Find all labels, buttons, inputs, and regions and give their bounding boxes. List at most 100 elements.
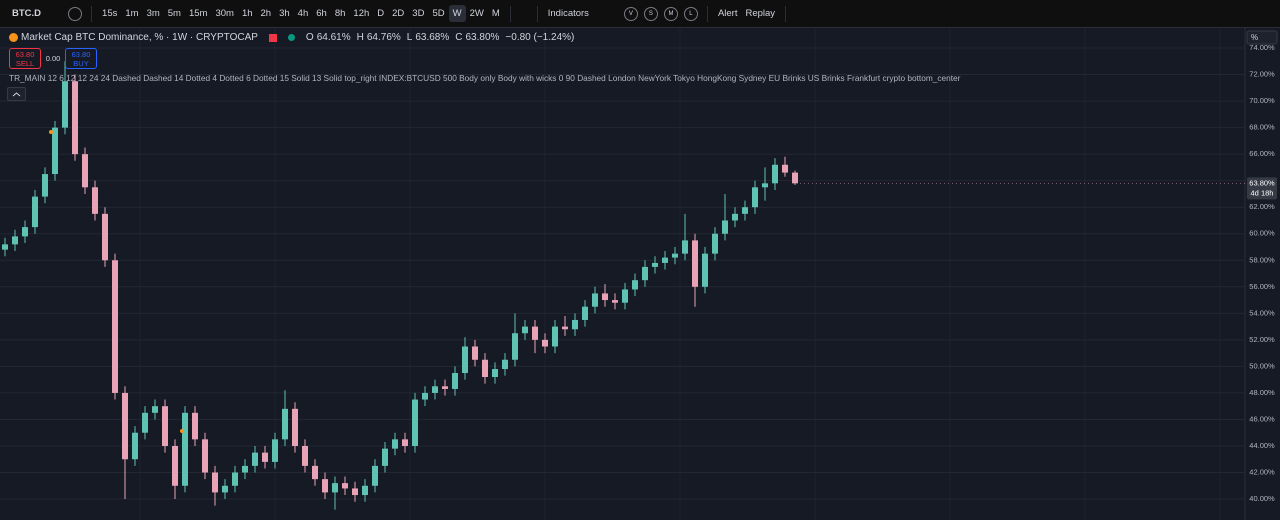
layout-button[interactable]: L bbox=[683, 6, 698, 21]
candle-body bbox=[272, 439, 278, 462]
interval-button[interactable]: D bbox=[377, 8, 385, 19]
y-tick-label: 74.00% bbox=[1249, 43, 1275, 52]
sell-button[interactable]: 63.80 SELL bbox=[9, 48, 41, 69]
candle-body bbox=[102, 213, 108, 261]
candle-body bbox=[282, 408, 288, 440]
last-price-box: 63.80%4d 18h bbox=[800, 177, 1277, 200]
candle-body bbox=[572, 319, 578, 330]
interval-button[interactable]: 3D bbox=[412, 8, 425, 19]
y-tick-label: 66.00% bbox=[1249, 149, 1275, 158]
close-value: 63.80% bbox=[465, 32, 500, 43]
sell-label: SELL bbox=[15, 58, 35, 68]
collapse-button[interactable] bbox=[7, 87, 26, 101]
candle-body bbox=[472, 346, 478, 360]
candle-body bbox=[62, 81, 68, 128]
candle-body bbox=[382, 448, 388, 466]
candle-body bbox=[752, 187, 758, 208]
interval-button[interactable]: 30m bbox=[215, 8, 234, 19]
symbol-search[interactable]: BTC.D bbox=[12, 8, 42, 19]
candle-body bbox=[82, 154, 88, 188]
close-label: C bbox=[455, 32, 463, 43]
candle-body bbox=[542, 339, 548, 347]
candle-body bbox=[402, 439, 408, 446]
y-tick-label: 46.00% bbox=[1249, 414, 1275, 423]
y-tick-label: 40.00% bbox=[1249, 494, 1275, 503]
interval-button[interactable]: M bbox=[491, 8, 500, 19]
y-tick-label: 56.00% bbox=[1249, 282, 1275, 291]
interval-button[interactable]: 2D bbox=[392, 8, 405, 19]
candle-body bbox=[462, 346, 468, 374]
interval-button[interactable]: 3h bbox=[279, 8, 290, 19]
candle-body bbox=[302, 445, 308, 466]
candle-body bbox=[632, 280, 638, 290]
flag-icon[interactable] bbox=[268, 33, 277, 42]
price-axis-background bbox=[1245, 28, 1280, 520]
interval-button[interactable]: 15m bbox=[188, 8, 208, 19]
y-tick-label: 50.00% bbox=[1249, 361, 1275, 370]
candle-body bbox=[252, 452, 258, 466]
interval-button[interactable]: 15s bbox=[102, 8, 118, 19]
candle-body bbox=[2, 244, 8, 250]
add-symbol-button[interactable] bbox=[68, 6, 83, 21]
indicators-button[interactable]: Indicators bbox=[547, 8, 589, 19]
candle-body bbox=[692, 240, 698, 287]
candle-body bbox=[772, 164, 778, 184]
candle-body bbox=[212, 472, 218, 493]
candle-body bbox=[292, 408, 298, 446]
interval-button[interactable]: 5m bbox=[167, 8, 181, 19]
interval-button[interactable]: 1m bbox=[125, 8, 139, 19]
y-tick-label: 44.00% bbox=[1249, 441, 1275, 450]
unit-box[interactable] bbox=[1246, 30, 1278, 45]
candle-body bbox=[352, 488, 358, 496]
candle-body bbox=[602, 293, 608, 301]
candle-body bbox=[222, 485, 228, 493]
candle-body bbox=[792, 172, 798, 184]
open-value: 64.61% bbox=[316, 32, 351, 43]
interval-button[interactable]: 1h bbox=[241, 8, 253, 19]
top-toolbar: BTC.D 15s 1m 3m 5m 15m 30m 1h 2h 3h 4h 6h 8h 12h D 2D 3D… bbox=[0, 0, 1280, 28]
candle-body bbox=[452, 373, 458, 389]
legend: Market Cap BTC Dominance, % · 1W · CRYPT… bbox=[9, 32, 577, 43]
y-tick-label: 48.00% bbox=[1249, 388, 1275, 397]
symbol-icon bbox=[9, 33, 18, 42]
candle-body bbox=[362, 485, 368, 496]
y-tick-label: 60.00% bbox=[1249, 229, 1275, 238]
interval-button[interactable]: 2W bbox=[469, 8, 484, 19]
candle-body bbox=[22, 227, 28, 237]
interval-button[interactable]: 3m bbox=[146, 8, 160, 19]
interval-button[interactable]: 4h bbox=[297, 8, 309, 19]
candle-body bbox=[122, 392, 128, 460]
layout-button[interactable]: S bbox=[643, 6, 658, 21]
interval-button[interactable]: 6h bbox=[316, 8, 327, 19]
status-dot bbox=[287, 34, 295, 41]
interval-button[interactable]: 2h bbox=[260, 8, 272, 19]
high-value: 64.76% bbox=[366, 32, 401, 43]
interval-button[interactable]: 5D bbox=[432, 8, 445, 19]
candle-body bbox=[372, 465, 378, 486]
candle-body bbox=[642, 266, 648, 281]
high-label: H bbox=[356, 32, 364, 43]
buy-button[interactable]: 63.80 BUY bbox=[65, 48, 97, 69]
y-tick-label: 70.00% bbox=[1249, 96, 1275, 105]
last-price: 63.80% bbox=[1249, 178, 1275, 187]
candle-body bbox=[132, 432, 138, 460]
low-label: L bbox=[406, 32, 413, 43]
sell-price: 63.80 bbox=[15, 49, 35, 59]
candle-body bbox=[652, 262, 658, 267]
candle-body bbox=[712, 233, 718, 254]
separator bbox=[91, 5, 93, 22]
interval-button[interactable]: W bbox=[448, 5, 466, 22]
candle-body bbox=[532, 326, 538, 340]
candle-body bbox=[92, 187, 98, 214]
alert-button[interactable]: Alert bbox=[717, 8, 738, 19]
layout-button[interactable]: M bbox=[663, 6, 678, 21]
replay-button[interactable]: Replay bbox=[745, 8, 776, 19]
y-tick-label: 54.00% bbox=[1249, 308, 1275, 317]
y-tick-label: 58.00% bbox=[1249, 255, 1275, 264]
y-tick-label: 68.00% bbox=[1249, 123, 1275, 132]
interval-button[interactable]: 12h bbox=[353, 8, 370, 19]
layout-button[interactable]: V bbox=[623, 6, 638, 21]
interval-button[interactable]: 8h bbox=[334, 8, 346, 19]
change-value: −0.80 (−1.24%) bbox=[505, 32, 575, 43]
